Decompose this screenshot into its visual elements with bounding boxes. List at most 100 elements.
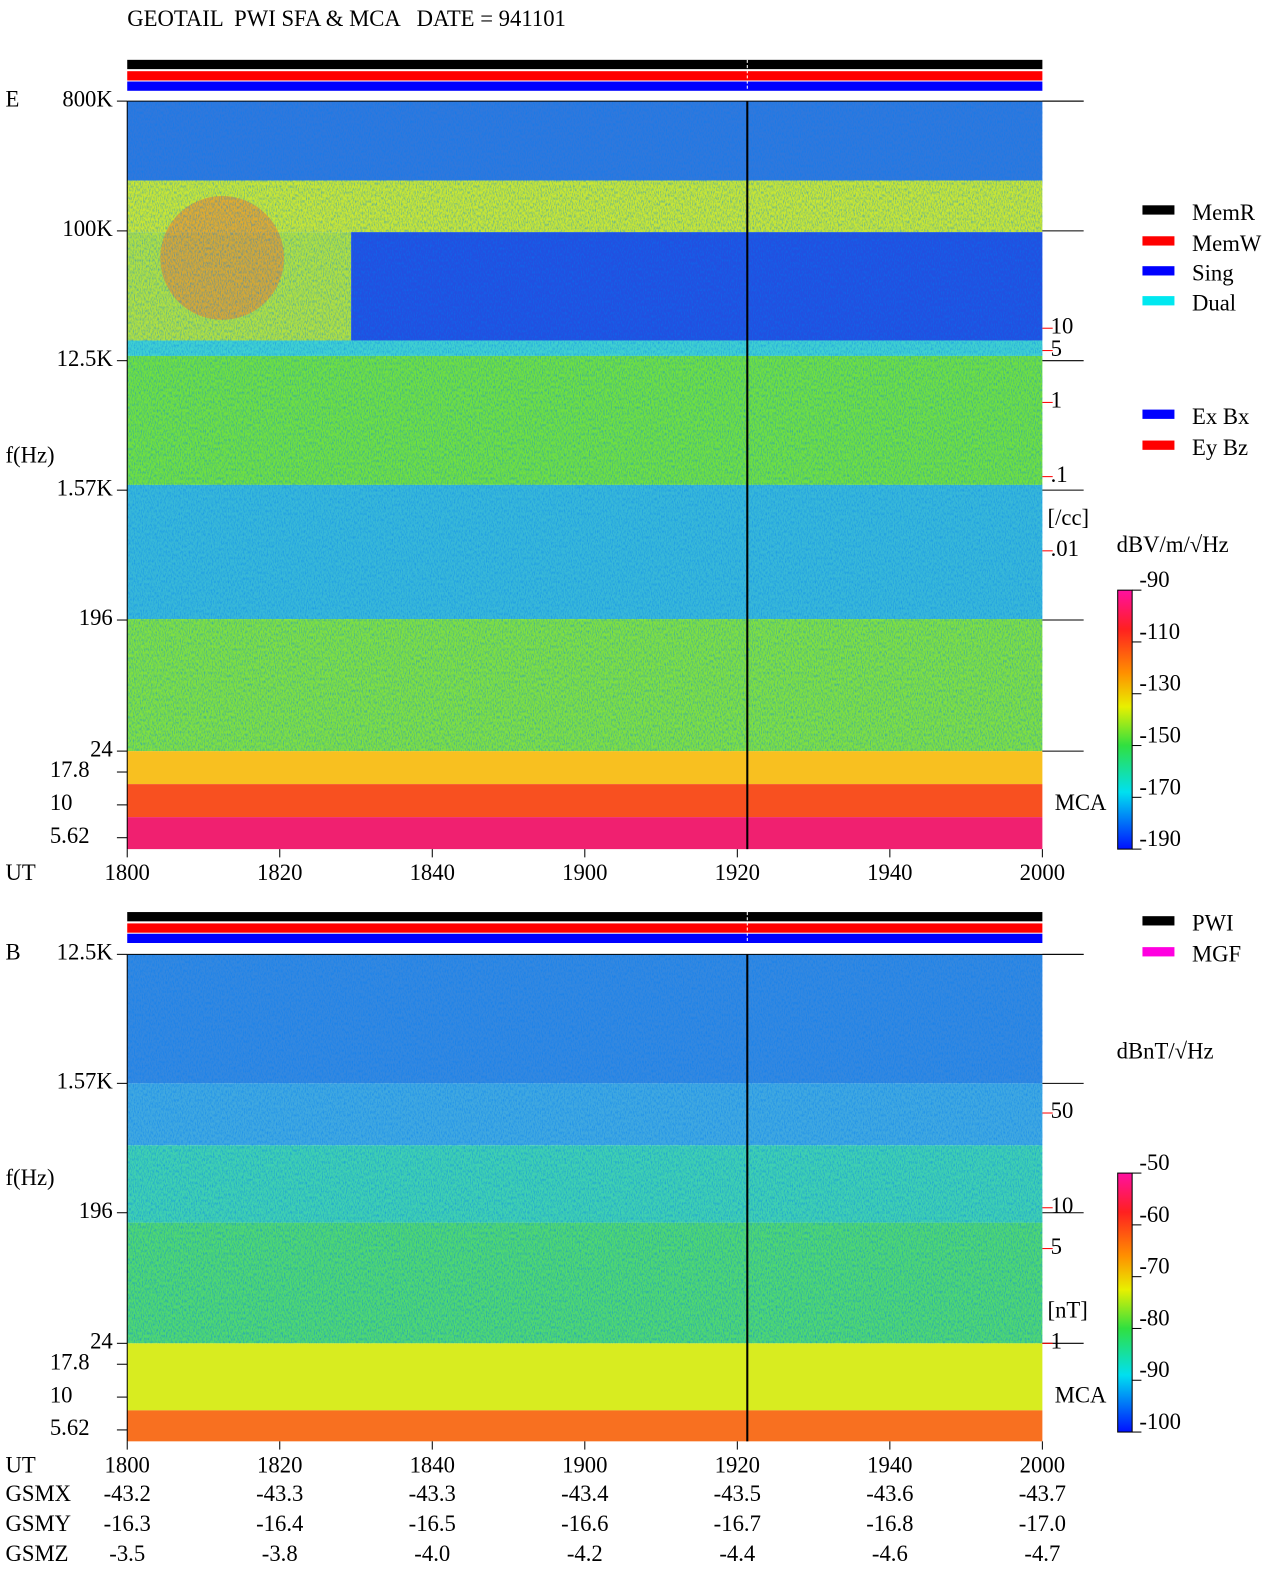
colorbar-tick-label: -80	[1139, 1305, 1169, 1330]
x-tick-label: 1920	[715, 1452, 760, 1477]
legend-label: MGF	[1192, 942, 1241, 967]
y-tick-label: 12.5K	[57, 940, 114, 965]
legend-swatch	[1142, 205, 1175, 215]
y2-tick-label: 1	[1051, 388, 1062, 413]
mca-tick-label: 10	[50, 790, 73, 815]
title: GEOTAIL PWI SFA & MCA DATE = 941101	[127, 6, 566, 31]
mca-tick-label: 10	[50, 1382, 73, 1407]
ephemeris-name: GSMY	[5, 1511, 71, 1536]
y-tick-label: 24	[90, 1329, 113, 1354]
legend-swatch	[1142, 916, 1175, 926]
y-tick-label: 24	[90, 736, 113, 761]
ephemeris-value: -16.3	[104, 1511, 151, 1536]
x-label: UT	[5, 860, 35, 885]
y2-tick-label: .1	[1051, 462, 1068, 487]
ephemeris-value: -17.0	[1019, 1511, 1066, 1536]
y2-label: [nT]	[1048, 1298, 1088, 1323]
y-tick-label: 1.57K	[57, 475, 114, 500]
ephemeris-value: -16.7	[714, 1511, 761, 1536]
x-tick-label: 1920	[715, 860, 760, 885]
colorbar-tick-label: -100	[1139, 1409, 1181, 1434]
ephemeris-value: -43.3	[409, 1481, 456, 1506]
ephemeris-value: -3.5	[109, 1541, 145, 1566]
legend-swatch	[1142, 409, 1175, 419]
ephemeris-value: -4.0	[414, 1541, 450, 1566]
x-tick-label: 1820	[257, 860, 302, 885]
x-tick-label: 1840	[410, 1452, 455, 1477]
y-tick-label: 1.57K	[57, 1069, 114, 1094]
x-tick-label: 1900	[562, 1452, 607, 1477]
colorbar	[1117, 1172, 1133, 1433]
colorbar-tick-label: -60	[1139, 1202, 1169, 1227]
legend-label: MemW	[1192, 231, 1262, 256]
panel-label: E	[5, 86, 19, 111]
colorbar-tick-label: -190	[1139, 826, 1181, 851]
legend-swatch	[1142, 236, 1175, 246]
x-tick-label: 2000	[1020, 860, 1065, 885]
legend-label: Ex Bx	[1192, 404, 1250, 429]
mca-tick-label: 5.62	[50, 1415, 90, 1440]
ephemeris-value: -43.7	[1019, 1481, 1066, 1506]
ephemeris-value: -43.3	[256, 1481, 303, 1506]
mode-bar	[127, 59, 1043, 70]
legend-swatch	[1142, 266, 1175, 276]
mca-label: MCA	[1055, 790, 1107, 815]
legend-label: Ey Bz	[1192, 435, 1248, 460]
y-tick-label: 196	[79, 605, 113, 630]
ephemeris-value: -43.2	[104, 1481, 151, 1506]
ephemeris-value: -4.7	[1024, 1541, 1060, 1566]
y-tick-label: 800K	[62, 86, 113, 111]
mode-bar	[127, 923, 1043, 933]
panel-label: B	[5, 940, 20, 965]
ephemeris-value: -43.6	[866, 1481, 913, 1506]
x-tick-label: 1800	[105, 860, 150, 885]
y2-tick-label: .01	[1051, 536, 1079, 561]
x-tick-label: 1840	[410, 860, 455, 885]
legend-label: PWI	[1192, 911, 1234, 936]
y2-tick-label: 1	[1051, 1329, 1062, 1354]
mca-label: MCA	[1055, 1382, 1107, 1407]
colorbar-label: dBV/m/√Hz	[1117, 532, 1229, 557]
y2-tick-label: 5	[1051, 1234, 1062, 1259]
legend-swatch	[1142, 440, 1175, 450]
legend-label: MemR	[1192, 200, 1256, 225]
y2-tick-label: 10	[1051, 1193, 1074, 1218]
ephemeris-value: -43.5	[714, 1481, 761, 1506]
y-tick-label: 100K	[62, 216, 113, 241]
spectrogram-image	[127, 101, 1043, 850]
mode-bar	[127, 81, 1043, 91]
y2-label: [/cc]	[1048, 505, 1090, 530]
colorbar-tick-label: -110	[1139, 619, 1180, 644]
ephemeris-value: -3.8	[262, 1541, 298, 1566]
ephemeris-value: -16.5	[409, 1511, 456, 1536]
colorbar-tick-label: -70	[1139, 1254, 1169, 1279]
ephemeris-value: -43.4	[561, 1481, 608, 1506]
colorbar-tick-label: -90	[1139, 1357, 1169, 1382]
ephemeris-name: GSMX	[5, 1481, 71, 1506]
x-tick-label: 2000	[1020, 1452, 1065, 1477]
ephemeris-value: -4.2	[567, 1541, 603, 1566]
mode-bar	[127, 71, 1043, 81]
legend-label: Dual	[1192, 291, 1236, 316]
colorbar-tick-label: -150	[1139, 722, 1181, 747]
mode-bar	[127, 933, 1043, 944]
y2-tick-label: 10	[1051, 313, 1074, 338]
x-tick-label: 1900	[562, 860, 607, 885]
y2-tick-label: 50	[1051, 1098, 1074, 1123]
y2-tick-label: 5	[1051, 336, 1062, 361]
mca-tick-label: 17.8	[50, 757, 90, 782]
y-label: f(Hz)	[5, 442, 54, 467]
mca-tick-label: 5.62	[50, 823, 90, 848]
ephemeris-name: GSMZ	[5, 1541, 68, 1566]
mode-bar	[127, 912, 1043, 922]
y-tick-label: 196	[79, 1198, 113, 1223]
mca-tick-label: 17.8	[50, 1349, 90, 1374]
ephemeris-value: -16.8	[866, 1511, 913, 1536]
x-tick-label: 1820	[257, 1452, 302, 1477]
y-label: f(Hz)	[5, 1165, 54, 1190]
ephemeris-value: -4.4	[719, 1541, 755, 1566]
ephemeris-value: -16.4	[256, 1511, 303, 1536]
legend-label: Sing	[1192, 261, 1234, 286]
colorbar-tick-label: -130	[1139, 671, 1181, 696]
